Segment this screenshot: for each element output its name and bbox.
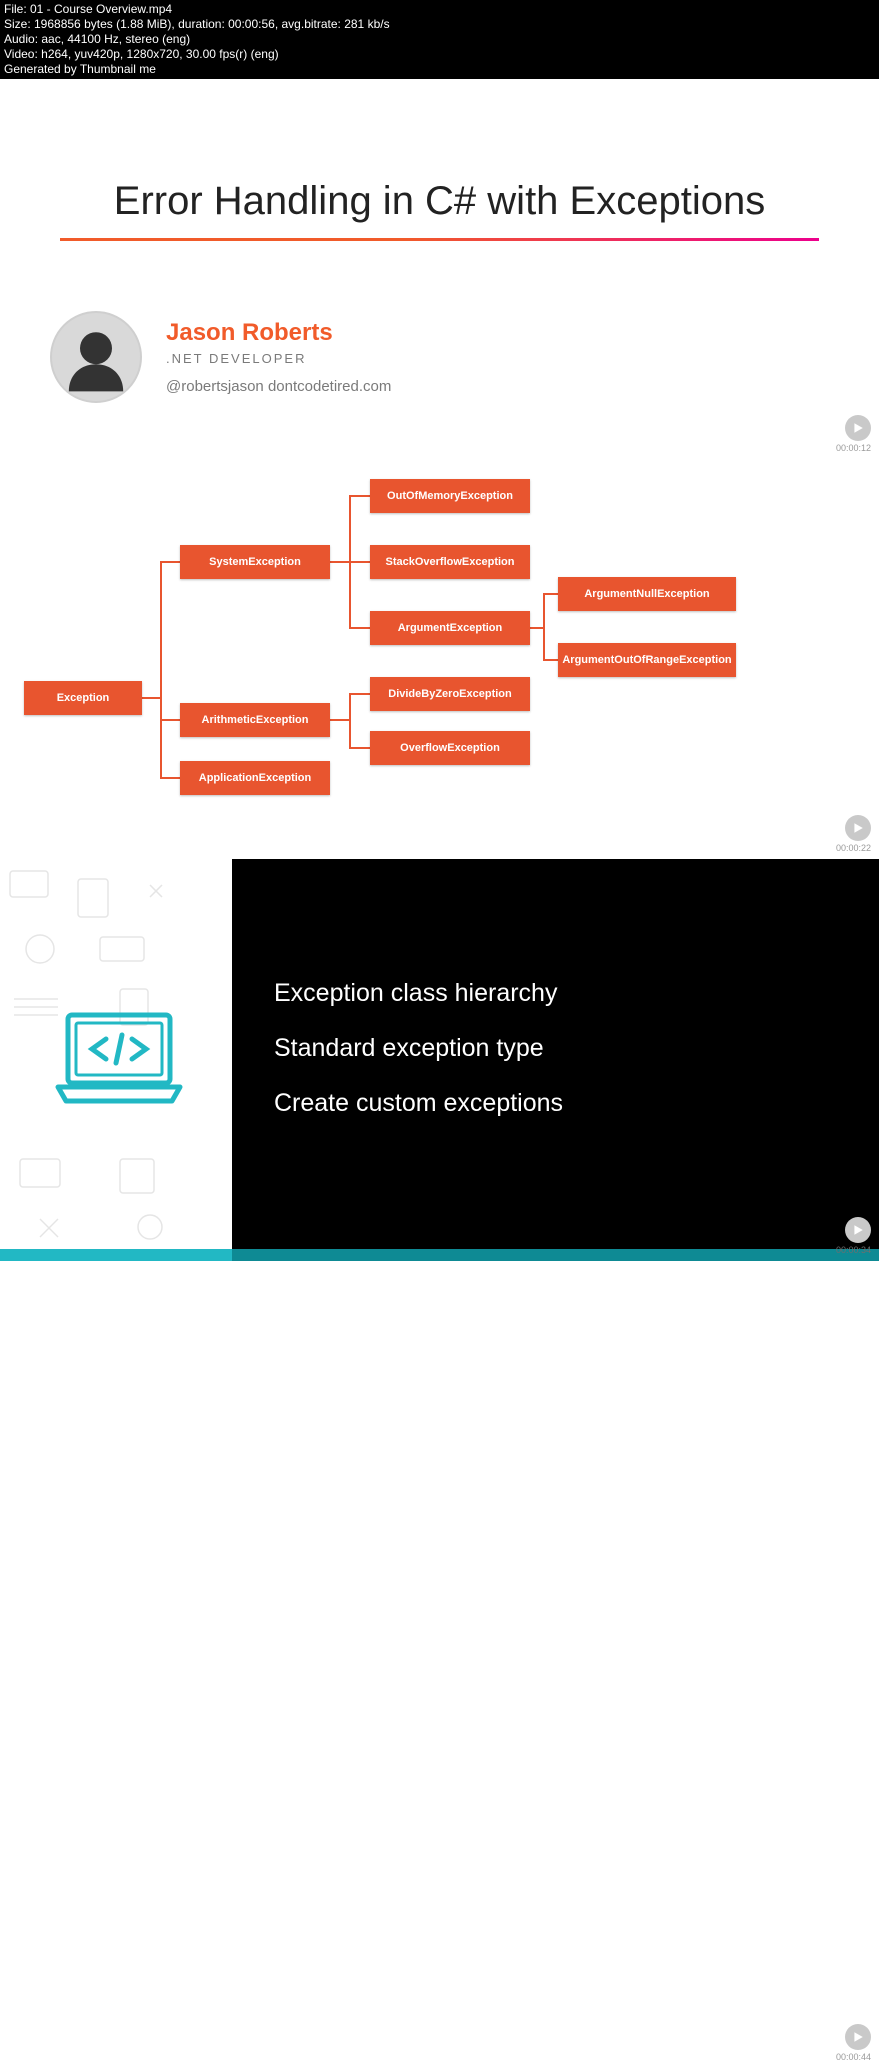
node-dividebyzero: DivideByZeroException [370,677,530,711]
meta-generated: Generated by Thumbnail me [4,62,875,77]
teal-bar-left [0,1249,232,1261]
edge-arithmetic-dividebyzero [330,694,370,720]
author-role: .NET DEVELOPER [166,351,391,366]
edge-exception-application [142,698,180,778]
meta-video: Video: h264, yuv420p, 1280x720, 30.00 fp… [4,47,875,62]
play-icon[interactable] [845,2024,871,2050]
frame-badge-2: 00:00:22 [836,815,871,853]
meta-file: File: 01 - Course Overview.mp4 [4,2,875,17]
thumbnail-frame-2: Exception SystemException ArithmeticExcept… [0,459,879,859]
bullet-2: Create custom exceptions [274,1089,879,1118]
node-overflow: OverflowException [370,731,530,765]
play-icon[interactable] [845,815,871,841]
diagram-edges [0,459,879,859]
meta-audio: Audio: aac, 44100 Hz, stereo (eng) [4,32,875,47]
node-application: ApplicationException [180,761,330,795]
edge-system-oom [330,496,370,562]
timestamp-4: 00:00:44 [836,2052,871,2062]
play-icon[interactable] [845,1217,871,1243]
timestamp-1: 00:00:12 [836,443,871,453]
timestamp-2: 00:00:22 [836,843,871,853]
thumbnail-frame-1: Error Handling in C# with Exceptions Jas… [0,79,879,459]
frame-badge-4: 00:00:44 [836,2024,871,2062]
node-argument: ArgumentException [370,611,530,645]
teal-bar-right [232,1249,879,1261]
author-block: Jason Roberts .NET DEVELOPER @robertsjas… [50,311,819,403]
thumbnail-frame-3: Exception class hierarchy Standard except… [0,859,879,1261]
frame-badge-1: 00:00:12 [836,415,871,453]
video-metadata-strip: File: 01 - Course Overview.mp4 Size: 196… [0,0,879,79]
laptop-icon [54,1009,184,1109]
bullet-1: Standard exception type [274,1034,879,1063]
edge-exception-system [142,562,180,698]
node-stackoverflow: StackOverflowException [370,545,530,579]
thumbnail-frame-4: 00:00:44 [0,1261,879,2068]
meta-size: Size: 1968856 bytes (1.88 MiB), duration… [4,17,875,32]
node-argrange: ArgumentOutOfRangeException [558,643,736,677]
play-icon[interactable] [845,415,871,441]
author-name: Jason Roberts [166,319,391,347]
node-arithmetic: ArithmeticException [180,703,330,737]
frame3-left-panel [0,859,232,1261]
node-argnull: ArgumentNullException [558,577,736,611]
edge-arithmetic-overflow [330,720,370,748]
edge-argument-argnull [530,594,558,628]
course-title: Error Handling in C# with Exceptions [60,179,819,224]
bullet-0: Exception class hierarchy [274,979,879,1008]
frame-badge-3: 00:00:34 [836,1217,871,1255]
frame3-right-panel: Exception class hierarchy Standard except… [232,859,879,1261]
node-exception: Exception [24,681,142,715]
author-avatar [50,311,142,403]
author-links: @robertsjason dontcodetired.com [166,378,391,395]
timestamp-3: 00:00:34 [836,1245,871,1255]
node-system: SystemException [180,545,330,579]
edge-argument-argrange [530,628,558,660]
author-text: Jason Roberts .NET DEVELOPER @robertsjas… [166,319,391,395]
title-underline [60,238,819,241]
node-oom: OutOfMemoryException [370,479,530,513]
edge-system-argument [330,562,370,628]
